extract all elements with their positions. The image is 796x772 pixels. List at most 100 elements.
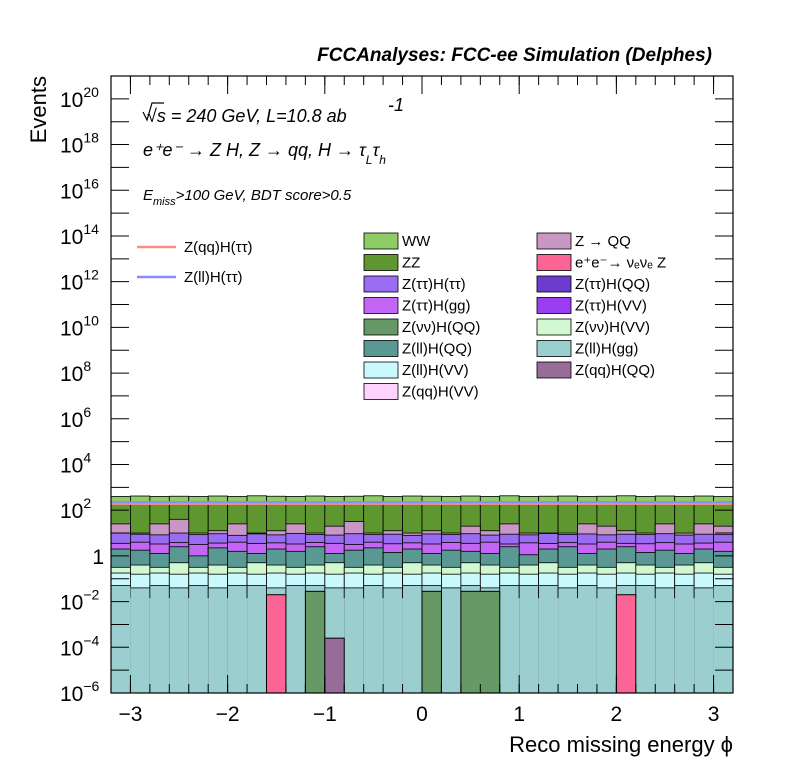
bar-isolated-e-e-z-0 — [266, 594, 287, 694]
legend-swatch-z-qq — [536, 232, 572, 250]
bar-floor-24 — [577, 598, 597, 693]
bar-floor-21 — [519, 598, 539, 693]
bar-isolated-e-e-z-1 — [615, 594, 637, 694]
process-sub-L: L — [366, 153, 373, 167]
y-tick-label-0: 10−6 — [60, 678, 100, 706]
legend-label-z-qq-h: Z(qq)H(ττ) — [184, 239, 253, 256]
y-tick-label-10: 1014 — [60, 221, 99, 249]
svg-text:√s = 240 GeV, L=10.8 ab: √s = 240 GeV, L=10.8 ab — [147, 106, 347, 126]
bar-floor-23 — [558, 598, 578, 693]
y-tick-label-7: 108 — [60, 358, 91, 386]
bar-floor-14 — [383, 598, 403, 693]
legend: Z(qq)H(ττ) Z(ll)H(ττ) WW ZZ Z(ττ)H(ττ) Z(ττ)H… — [137, 232, 666, 401]
y-tick-label-11: 1016 — [60, 175, 99, 203]
svg-text:-1: -1 — [388, 95, 404, 115]
legend-label-ww: WW — [402, 233, 431, 250]
x-tick-label-6: 3 — [708, 703, 720, 726]
legend-label-zz: ZZ — [402, 255, 420, 272]
bar-floor-13 — [363, 598, 384, 693]
bar-isolated-z-h-qq-3 — [421, 590, 442, 694]
legend-label-e-e-z: e⁺e⁻→ νₑνₑ Z — [575, 255, 666, 272]
legend-swatch-z-h — [363, 275, 399, 293]
y-tick-label-9: 1012 — [60, 267, 99, 295]
stack-bars — [110, 495, 734, 694]
process-sub-h: h — [379, 153, 386, 167]
axis-ticks — [110, 75, 734, 694]
legend-swatch-z-h-qq — [363, 318, 399, 336]
legend-swatch-z-h-gg — [363, 297, 399, 314]
bar-floor-15 — [402, 598, 422, 693]
y-tick-label-2: 10−2 — [60, 587, 100, 615]
x-axis-label: Reco missing energy ϕ — [509, 732, 733, 757]
bar-floor-4 — [188, 598, 209, 693]
bar-floor-2 — [149, 598, 170, 693]
bar-floor-12 — [344, 598, 364, 693]
bar-isolated-z-h-qq-2 — [304, 590, 326, 694]
cut-label: Emiss>100 GeV, BDT score>0.5 — [143, 187, 352, 208]
x-tick-labels: −3 −2 −1 0 1 2 3 — [118, 703, 719, 726]
bar-floor-20 — [499, 598, 520, 693]
bar-floor-28 — [655, 598, 675, 693]
process-text: e⁺e⁻ → Z H, Z → qq, H → τ — [143, 140, 367, 160]
process-tau: τ — [372, 140, 380, 160]
cut-sub: miss — [153, 196, 176, 208]
bar-floor-7 — [247, 598, 267, 693]
legend-label-z-h-vv: Z(νν)H(VV) — [575, 319, 650, 336]
cut-rest: >100 GeV, BDT score>0.5 — [176, 187, 352, 204]
legend-label-z-h-vv: Z(ττ)H(VV) — [575, 298, 647, 315]
bar-isolated-z-h-qq-4 — [460, 590, 501, 694]
legend-label-z-h-qq: Z(ττ)H(QQ) — [575, 276, 650, 293]
x-tick-label-5: 2 — [611, 703, 623, 726]
bar-floor-27 — [635, 598, 656, 693]
legend-label-z-h-qq: Z(νν)H(QQ) — [402, 319, 480, 336]
y-tick-label-13: 1020 — [60, 84, 99, 112]
bar-floor-30 — [694, 598, 714, 693]
chart-header: FCCAnalyses: FCC-ee Simulation (Delphes) — [317, 45, 712, 66]
legend-label-z-qq-h-vv: Z(qq)H(VV) — [402, 384, 479, 401]
cut-E: E — [143, 187, 154, 204]
y-tick-label-6: 106 — [60, 404, 91, 432]
signal-lines — [111, 501, 733, 505]
bar-floor-31 — [713, 586, 733, 693]
legend-swatch-zz — [363, 254, 399, 271]
legend-label-z-h: Z(ττ)H(ττ) — [402, 276, 466, 293]
energy-exponent: -1 — [388, 95, 404, 115]
x-tick-label-3: 0 — [416, 703, 428, 726]
legend-label-z-ll-h-qq: Z(ll)H(QQ) — [402, 341, 472, 358]
bar-floor-0 — [111, 586, 131, 693]
legend-swatch-z-h-vv — [536, 318, 572, 336]
y-tick-label-1: 10−4 — [60, 632, 100, 660]
y-axis-label: Events — [26, 76, 51, 143]
legend-label-z-qq-h-qq: Z(qq)H(QQ) — [575, 362, 655, 379]
bar-floor-5 — [208, 598, 228, 693]
y-tick-label-12: 1018 — [60, 130, 99, 158]
legend-swatch-z-h-vv — [536, 297, 572, 314]
energy-label: √s = 240 GeV, L=10.8 ab -1 — [142, 95, 404, 126]
bar-isolated-z-qq-h-qq-5 — [324, 637, 345, 694]
legend-swatch-z-qq-h-vv — [363, 383, 399, 400]
legend-swatch-z-ll-h-vv — [363, 361, 399, 379]
y-tick-label-5: 104 — [60, 449, 91, 477]
x-tick-label-2: −1 — [313, 703, 337, 726]
legend-swatch-z-ll-h-qq — [363, 340, 399, 357]
legend-label-z-ll-h-vv: Z(ll)H(VV) — [402, 362, 469, 379]
y-tick-label-3: 1 — [92, 546, 104, 569]
svg-text:e⁺e⁻ → Z H, Z → qq, H → τLτh: e⁺e⁻ → Z H, Z → qq, H → τLτh — [143, 140, 386, 167]
bar-floor-17 — [441, 598, 461, 693]
energy-text: √s = 240 GeV, L=10.8 ab — [147, 106, 347, 126]
legend-label-z-ll-h: Z(ll)H(ττ) — [184, 269, 243, 286]
legend-swatch-e-e-z — [536, 254, 572, 271]
y-tick-label-8: 1010 — [60, 312, 99, 340]
process-label: e⁺e⁻ → Z H, Z → qq, H → τLτh — [143, 140, 386, 167]
bar-floor-9 — [285, 598, 306, 693]
legend-label-z-h-gg: Z(ττ)H(gg) — [402, 298, 471, 315]
svg-text:Emiss>100 GeV, BDT score>0.5: Emiss>100 GeV, BDT score>0.5 — [143, 187, 352, 208]
y-tick-label-4: 102 — [60, 495, 91, 523]
bar-floor-25 — [596, 598, 617, 693]
legend-label-z-ll-h-gg: Z(ll)H(gg) — [575, 341, 638, 358]
legend-swatch-z-ll-h-gg — [536, 340, 572, 357]
bar-floor-22 — [538, 598, 559, 693]
x-tick-label-0: −3 — [118, 703, 142, 726]
bar-floor-29 — [674, 598, 695, 693]
